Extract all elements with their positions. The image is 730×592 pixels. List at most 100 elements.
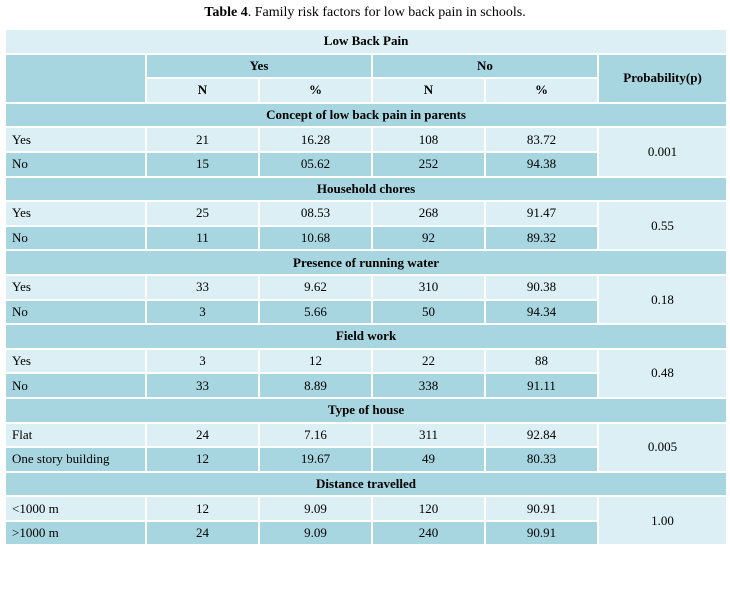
yes-n-cell: 3 [145, 298, 260, 326]
section-header-row: Presence of running water [3, 249, 729, 276]
row-label: One story building [4, 446, 147, 473]
section-title: Distance travelled [3, 470, 729, 498]
no-pct-cell: 94.34 [484, 298, 599, 326]
probability-cell: 0.001 [596, 126, 729, 178]
no-n-cell: 268 [371, 200, 486, 227]
probability-cell: 0.55 [596, 200, 729, 252]
row-label: No [4, 224, 147, 252]
header-no: No [371, 52, 599, 80]
header-no-n: N [371, 77, 486, 104]
no-n-cell: 22 [371, 347, 486, 375]
yes-pct-cell: 08.53 [258, 200, 373, 227]
header-yes-n: N [145, 77, 260, 104]
table-row: One story building 12 19.67 49 80.33 [4, 446, 727, 473]
yes-pct-cell: 5.66 [258, 298, 373, 326]
section-title: Concept of low back pain in parents [3, 101, 729, 129]
section-title: Field work [3, 323, 729, 350]
yes-pct-cell: 8.89 [258, 372, 373, 399]
yes-pct-cell: 10.68 [258, 224, 373, 252]
table-row: No 15 05.62 252 94.38 [4, 150, 727, 178]
section-title: Type of house [3, 396, 729, 424]
header-no-pct: % [484, 77, 599, 104]
table-title: Low Back Pain [3, 28, 729, 55]
no-n-cell: 49 [371, 446, 486, 473]
row-label: Yes [4, 126, 147, 153]
table-row: No 11 10.68 92 89.32 [4, 224, 727, 252]
header-yes: Yes [145, 52, 373, 80]
no-pct-cell: 92.84 [484, 421, 599, 449]
table-row: >1000 m 24 9.09 240 90.91 [4, 519, 727, 547]
no-n-cell: 50 [371, 298, 486, 326]
yes-pct-cell: 9.62 [258, 273, 373, 301]
yes-pct-cell: 05.62 [258, 150, 373, 178]
no-pct-cell: 80.33 [484, 446, 599, 473]
yes-n-cell: 33 [145, 273, 260, 301]
no-pct-cell: 89.32 [484, 224, 599, 252]
row-label: Yes [4, 200, 147, 227]
yes-pct-cell: 9.09 [258, 495, 373, 522]
yes-pct-cell: 9.09 [258, 519, 373, 547]
header-yes-pct: % [258, 77, 373, 104]
no-pct-cell: 91.47 [484, 200, 599, 227]
yes-pct-cell: 12 [258, 347, 373, 375]
probability-cell: 0.18 [596, 273, 729, 326]
table-label: Table 4 [204, 5, 248, 20]
no-n-cell: 311 [371, 421, 486, 449]
yes-n-cell: 25 [145, 200, 260, 227]
no-pct-cell: 83.72 [484, 126, 599, 153]
section-title: Household chores [3, 175, 729, 203]
section-header-row: Distance travelled [3, 470, 729, 498]
yes-n-cell: 11 [145, 224, 260, 252]
section-header-row: Type of house [3, 396, 729, 424]
table-row: <1000 m 12 9.09 120 90.91 1.00 [4, 495, 729, 547]
row-label: >1000 m [4, 519, 147, 547]
no-pct-cell: 90.91 [484, 519, 599, 547]
header-blank-cell [4, 52, 147, 104]
no-n-cell: 338 [371, 372, 486, 399]
yes-pct-cell: 7.16 [258, 421, 373, 449]
no-n-cell: 310 [371, 273, 486, 301]
section-header-row: Field work [3, 323, 729, 350]
yes-n-cell: 24 [145, 421, 260, 449]
probability-cell: 1.00 [596, 495, 729, 547]
probability-cell: 0.48 [596, 347, 729, 399]
table-row: Yes 3 12 22 88 0.48 [4, 347, 729, 399]
yes-n-cell: 3 [145, 347, 260, 375]
no-n-cell: 240 [371, 519, 486, 547]
row-label: Yes [4, 273, 147, 301]
row-label: Flat [4, 421, 147, 449]
section-title: Presence of running water [3, 249, 729, 276]
no-pct-cell: 88 [484, 347, 599, 375]
row-label: No [4, 372, 147, 399]
yes-pct-cell: 16.28 [258, 126, 373, 153]
row-label: <1000 m [4, 495, 147, 522]
yes-n-cell: 21 [145, 126, 260, 153]
yes-n-cell: 12 [145, 495, 260, 522]
row-label: No [4, 150, 147, 178]
table-caption: Table 4. Family risk factors for low bac… [0, 0, 730, 26]
section-header-row: Household chores [3, 175, 729, 203]
row-label: Yes [4, 347, 147, 375]
no-pct-cell: 90.91 [484, 495, 599, 522]
row-label: No [4, 298, 147, 326]
risk-factor-table: Low Back Pain Yes No Probability(p) N % … [3, 28, 729, 547]
yes-n-cell: 15 [145, 150, 260, 178]
no-pct-cell: 90.38 [484, 273, 599, 301]
no-pct-cell: 91.11 [484, 372, 599, 399]
table-row: Flat 24 7.16 311 92.84 0.005 [4, 421, 729, 473]
no-n-cell: 108 [371, 126, 486, 153]
no-n-cell: 92 [371, 224, 486, 252]
probability-cell: 0.005 [596, 421, 729, 473]
table-row: No 33 8.89 338 91.11 [4, 372, 727, 399]
yes-n-cell: 33 [145, 372, 260, 399]
table-row: Yes 21 16.28 108 83.72 0.001 [4, 126, 729, 178]
yes-pct-cell: 19.67 [258, 446, 373, 473]
yes-n-cell: 24 [145, 519, 260, 547]
no-pct-cell: 94.38 [484, 150, 599, 178]
yes-n-cell: 12 [145, 446, 260, 473]
header-probability: Probability(p) [596, 52, 729, 104]
section-header-row: Concept of low back pain in parents [3, 101, 729, 129]
no-n-cell: 120 [371, 495, 486, 522]
table-caption-text: . Family risk factors for low back pain … [247, 5, 526, 20]
table-row: Yes 33 9.62 310 90.38 0.18 [4, 273, 729, 326]
